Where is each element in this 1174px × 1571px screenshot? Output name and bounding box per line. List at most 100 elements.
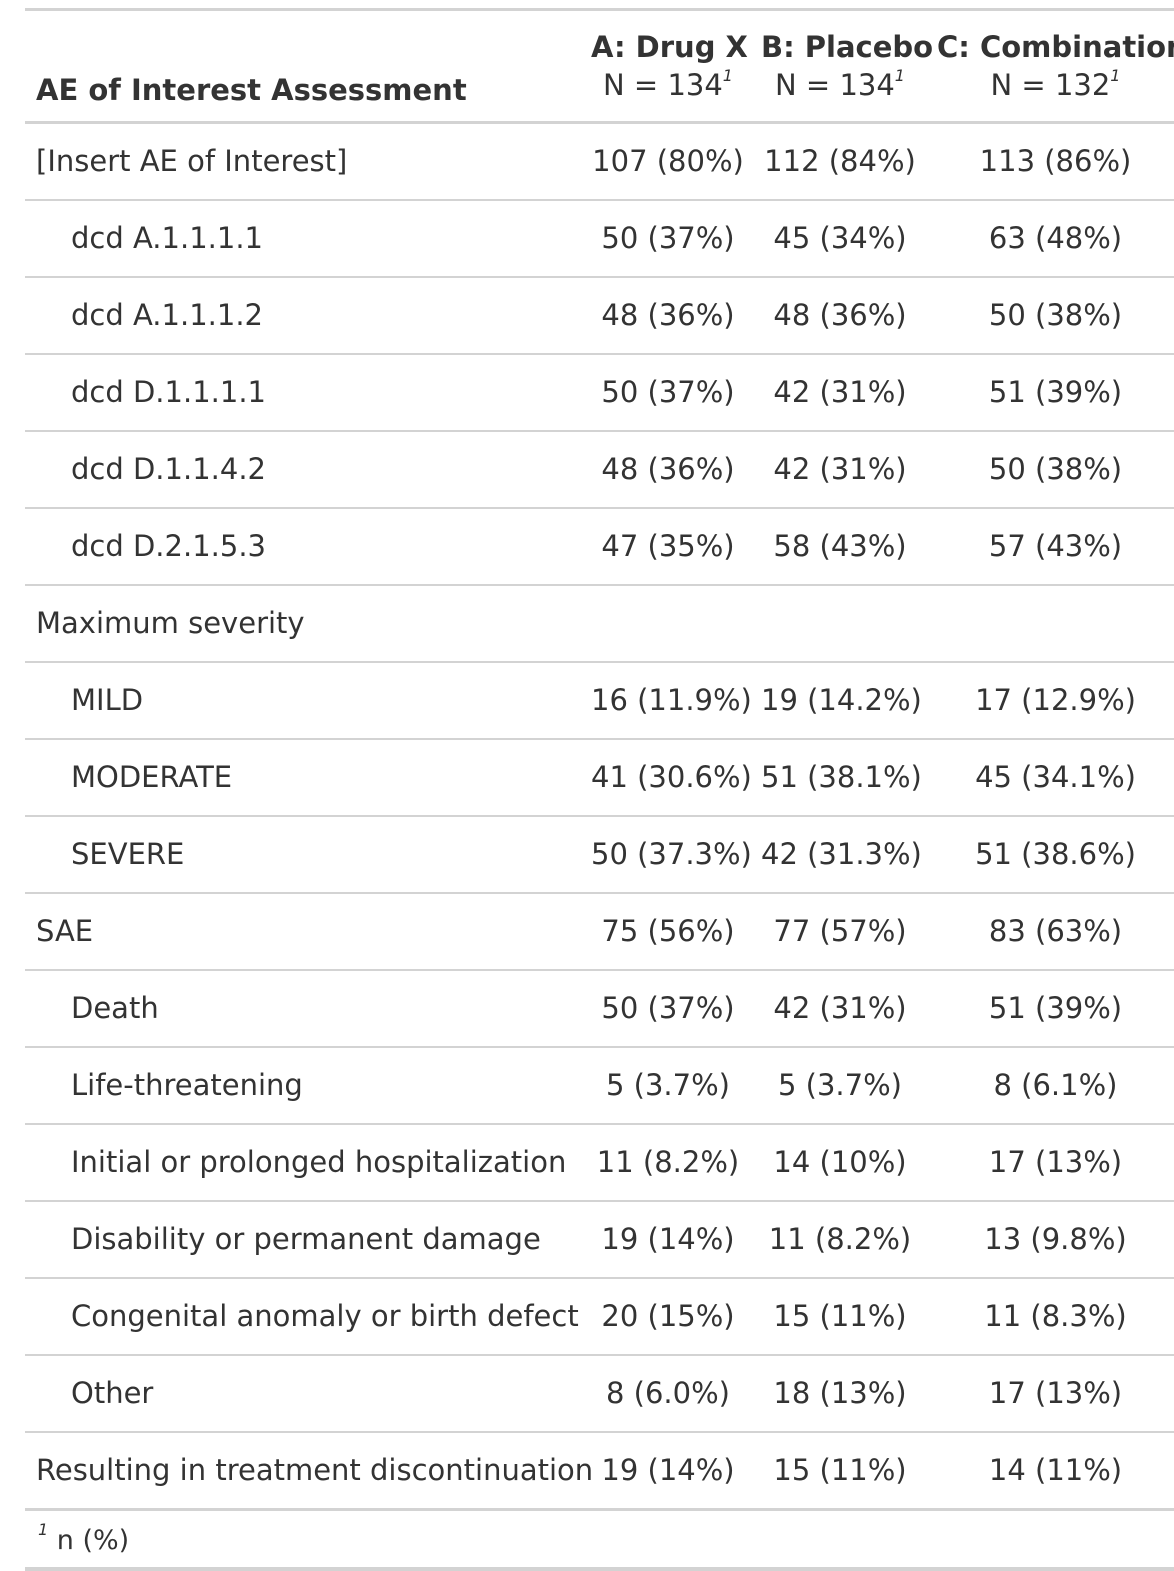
table-cell: 42 (31%) [773,375,907,409]
table-cell: 17 (13%) [988,1145,1123,1179]
table-cell: 51 (39%) [988,991,1123,1025]
table-cell: 50 (37%) [601,375,735,409]
table-cell: 42 (31%) [773,452,907,486]
table-row: MODERATE 41 (30.6%) 51 (38.1%) 45 (34.1%) [25,740,1174,817]
column-n: N = 1321 [990,66,1121,103]
table-cell: 50 (37%) [601,221,735,255]
table-row: MILD 16 (11.9%) 19 (14.2%) 17 (12.9%) [25,663,1174,740]
table-cell: 11 (8.2%) [768,1222,912,1256]
table-row: Other 8 (6.0%) 18 (13%) 17 (13%) [25,1356,1174,1433]
table-cell: 41 (30.6%) [591,760,752,794]
table-cell: 19 (14%) [601,1222,735,1256]
table-row: dcd A.1.1.1.1 50 (37%) 45 (34%) 63 (48%) [25,201,1174,278]
row-label: dcd A.1.1.1.1 [71,221,263,255]
table-row: dcd A.1.1.1.2 48 (36%) 48 (36%) 50 (38%) [25,278,1174,355]
row-label: dcd A.1.1.1.2 [71,298,263,332]
table-cell: 15 (11%) [773,1453,907,1487]
table-cell: 48 (36%) [773,298,907,332]
table-cell: 58 (43%) [773,529,907,563]
table-cell: 20 (15%) [601,1299,735,1333]
column-header-placebo: B: Placebo N = 1341 [761,29,934,105]
row-label: SAE [36,914,94,948]
table-row: Disability or permanent damage 19 (14%) 11… [25,1202,1174,1279]
table-top-rule [25,8,1174,11]
table-cell: 45 (34.1%) [975,760,1136,794]
table-cell: 17 (12.9%) [975,683,1136,717]
row-label: Initial or prolonged hospitalization [71,1145,567,1179]
row-label: MODERATE [71,760,233,794]
row-label: dcd D.1.1.1.1 [71,375,266,409]
row-label: Maximum severity [36,606,305,640]
footer-rule [25,1508,1174,1511]
table-cell: 50 (37%) [601,991,735,1025]
row-label: MILD [71,683,144,717]
table-row: SEVERE 50 (37.3%) 42 (31.3%) 51 (38.6%) [25,817,1174,894]
table-cell: 5 (3.7%) [606,1068,730,1102]
stub-header: AE of Interest Assessment [36,73,467,107]
row-label: SEVERE [71,837,185,871]
column-name: C: Combination [937,30,1174,64]
table-cell: 8 (6.0%) [606,1376,730,1410]
table-cell: 51 (38.6%) [975,837,1136,871]
row-label: [Insert AE of Interest] [36,144,348,178]
table-cell: 47 (35%) [601,529,735,563]
table-row: Congenital anomaly or birth defect 20 (15… [25,1279,1174,1356]
footnote-text: n (%) [56,1525,130,1556]
table-cell: 50 (37.3%) [591,837,752,871]
footnote-mark: 1 [722,66,733,85]
table-cell: 42 (31.3%) [761,837,922,871]
table-header: AE of Interest Assessment A: Drug X N = … [25,11,1174,121]
table-cell: 77 (57%) [773,914,907,948]
table-row: dcd D.2.1.5.3 47 (35%) 58 (43%) 57 (43%) [25,509,1174,586]
table-cell: 50 (38%) [988,298,1123,332]
table-row: Life-threatening 5 (3.7%) 5 (3.7%) 8 (6.1%) [25,1048,1174,1125]
footnote-mark: 1 [894,66,905,85]
table-cell: 19 (14%) [601,1453,735,1487]
column-name: A: Drug X [591,30,748,64]
ae-summary-table: AE of Interest Assessment A: Drug X N = … [25,8,1174,1571]
table-cell: 19 (14.2%) [761,683,922,717]
table-cell: 15 (11%) [773,1299,907,1333]
footnote-mark: 1 [1110,66,1121,85]
table-cell: 5 (3.7%) [778,1068,902,1102]
row-label: Life-threatening [71,1068,303,1102]
table-row: SAE 75 (56%) 77 (57%) 83 (63%) [25,894,1174,971]
table-row: Resulting in treatment discontinuation 19… [25,1433,1174,1508]
table-row: Maximum severity [25,586,1174,663]
table-row: Initial or prolonged hospitalization 11 (… [25,1125,1174,1202]
table-cell: 13 (9.8%) [984,1222,1127,1256]
row-label: Resulting in treatment discontinuation [36,1453,594,1487]
table-row: dcd D.1.1.4.2 48 (36%) 42 (31%) 50 (38%) [25,432,1174,509]
row-label: dcd D.1.1.4.2 [71,452,266,486]
table-cell: 11 (8.3%) [984,1299,1127,1333]
table-cell: 17 (13%) [988,1376,1123,1410]
table-cell: 11 (8.2%) [596,1145,740,1179]
table-cell: 75 (56%) [601,914,735,948]
row-label: Congenital anomaly or birth defect [71,1299,579,1333]
table-cell: 50 (38%) [988,452,1123,486]
table-cell: 57 (43%) [988,529,1123,563]
header-rule [25,121,1174,124]
table-cell: 14 (11%) [988,1453,1123,1487]
table-body: [Insert AE of Interest] 107 (80%) 112 (84%… [25,124,1174,1508]
table-cell: 16 (11.9%) [591,683,752,717]
footnote-mark: 1 [38,1520,49,1539]
table-cell: 48 (36%) [601,298,735,332]
table-row: [Insert AE of Interest] 107 (80%) 112 (84%… [25,124,1174,201]
table-cell: 51 (39%) [988,375,1123,409]
table-cell: 48 (36%) [601,452,735,486]
table-cell: 63 (48%) [988,221,1123,255]
row-label: Other [71,1376,154,1410]
column-n: N = 1341 [775,66,905,103]
table-cell: 51 (38.1%) [761,760,922,794]
table-cell: 83 (63%) [988,914,1123,948]
column-header-combination: C: Combination N = 1321 [937,29,1174,105]
table-cell: 113 (86%) [979,144,1132,178]
table-cell: 14 (10%) [773,1145,907,1179]
table-cell: 8 (6.1%) [993,1068,1118,1102]
column-name: B: Placebo [761,30,934,64]
table-bottom-rule [25,1567,1174,1571]
table-cell: 18 (13%) [773,1376,907,1410]
table-cell: 107 (80%) [592,144,744,178]
table-row: dcd D.1.1.1.1 50 (37%) 42 (31%) 51 (39%) [25,355,1174,432]
